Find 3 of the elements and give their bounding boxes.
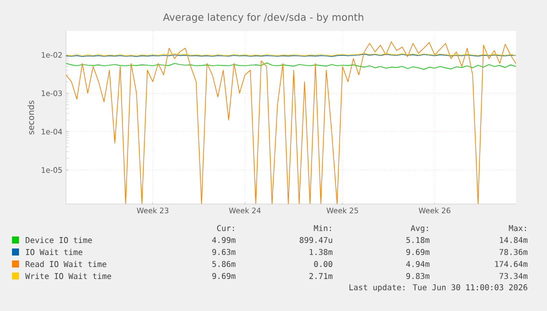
y-axis-title: seconds [28, 100, 34, 134]
chart-title: Average latency for /dev/sda - by month [163, 13, 364, 23]
line-series [66, 62, 516, 70]
